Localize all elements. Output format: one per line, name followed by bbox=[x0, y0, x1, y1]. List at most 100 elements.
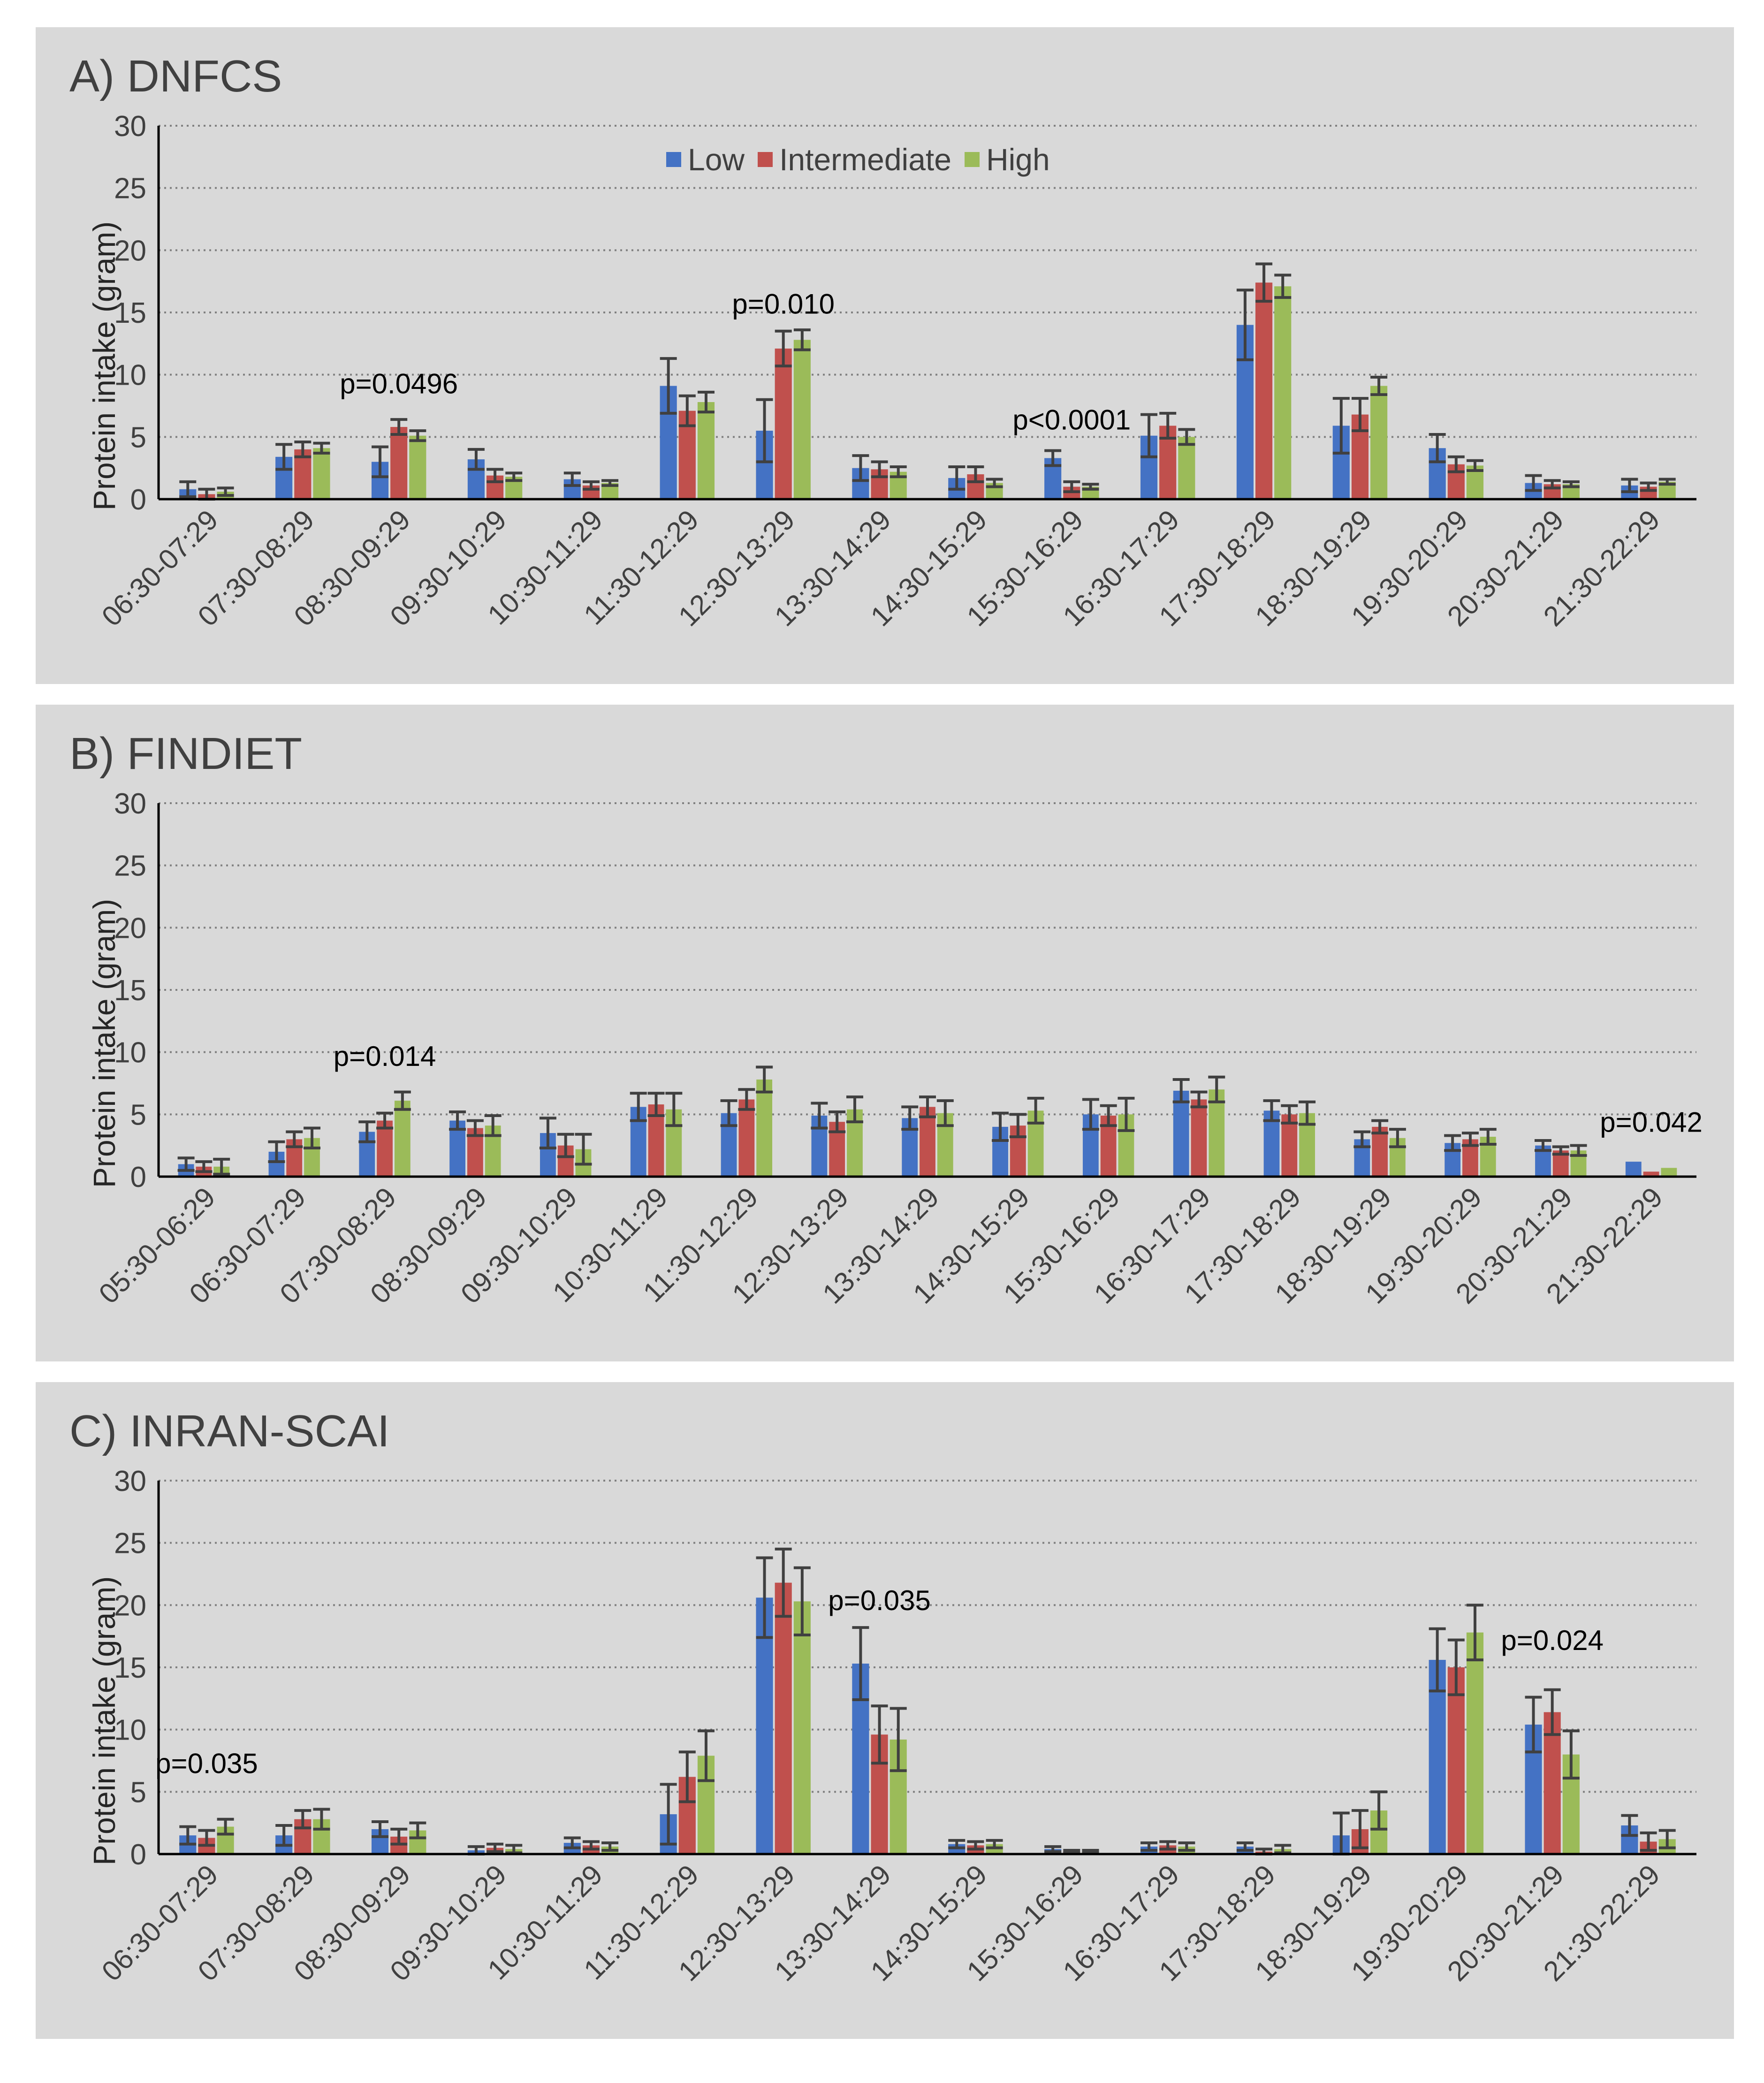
error-bar bbox=[1172, 1078, 1190, 1103]
error-bar bbox=[1621, 1814, 1638, 1837]
error-bar bbox=[890, 465, 907, 479]
error-bar bbox=[992, 1111, 1009, 1142]
panel-title: B) FINDIET bbox=[69, 729, 302, 779]
bar-intermediate bbox=[920, 1107, 935, 1177]
y-tick-label: 30 bbox=[114, 110, 146, 143]
error-bar bbox=[179, 480, 197, 498]
bar-intermediate bbox=[390, 427, 408, 499]
p-value-annotation: p=0.024 bbox=[1501, 1625, 1604, 1656]
error-bar bbox=[647, 1092, 665, 1117]
legend-item-low: Low bbox=[666, 142, 745, 177]
p-value-annotation: p=0.0496 bbox=[340, 368, 458, 399]
bar-intermediate bbox=[1281, 1114, 1298, 1177]
bar-high bbox=[1178, 437, 1195, 499]
error-bar bbox=[852, 454, 869, 482]
panel-findiet: B) FINDIET Protein intake (gram) 0 5 10 15 2… bbox=[36, 705, 1734, 1361]
error-bar bbox=[846, 1095, 863, 1124]
error-bar bbox=[1570, 1144, 1587, 1157]
bar-high bbox=[313, 448, 330, 499]
y-tick-label: 10 bbox=[114, 359, 146, 392]
error-bar bbox=[871, 460, 888, 479]
error-bar bbox=[967, 465, 984, 483]
bar-intermediate bbox=[775, 348, 792, 499]
error-bar bbox=[1429, 1627, 1446, 1693]
error-bar bbox=[1044, 449, 1062, 467]
error-bar bbox=[665, 1092, 683, 1127]
legend-swatch-high bbox=[964, 152, 980, 167]
bar-high bbox=[697, 402, 715, 499]
error-bar bbox=[901, 1105, 919, 1131]
error-bar bbox=[275, 1824, 293, 1847]
error-bar bbox=[575, 1133, 592, 1166]
error-bar bbox=[793, 1566, 811, 1637]
y-tick-label: 10 bbox=[114, 1714, 146, 1747]
error-bar bbox=[1178, 1841, 1195, 1852]
error-bar bbox=[1082, 483, 1099, 491]
bar-high bbox=[793, 1601, 811, 1854]
error-bar bbox=[294, 440, 312, 458]
error-bar bbox=[919, 1095, 936, 1118]
y-tick-label: 30 bbox=[114, 788, 146, 820]
error-bar bbox=[1534, 1139, 1551, 1152]
error-bar bbox=[1466, 1604, 1483, 1662]
bar-low bbox=[1625, 1162, 1642, 1177]
error-bar bbox=[678, 1750, 696, 1803]
error-bar bbox=[890, 1707, 907, 1772]
error-bar bbox=[487, 1842, 504, 1853]
error-bar bbox=[936, 1099, 954, 1127]
legend-swatch-low bbox=[666, 152, 681, 167]
y-tick-label: 20 bbox=[114, 235, 146, 267]
error-bar bbox=[967, 1840, 984, 1851]
legend-swatch-intermediate bbox=[758, 152, 773, 167]
error-bar bbox=[1299, 1100, 1316, 1126]
error-bar bbox=[539, 1117, 556, 1149]
error-bar bbox=[1562, 480, 1580, 488]
error-bar bbox=[738, 1088, 755, 1111]
chart-inran-scai: 05101520253006:30-07:2907:30-08:2908:30-… bbox=[96, 1465, 1696, 1987]
error-bar bbox=[1044, 1845, 1062, 1853]
y-tick-label: 25 bbox=[114, 1528, 146, 1560]
error-bar bbox=[678, 394, 696, 427]
p-value-annotation: p=0.042 bbox=[1600, 1106, 1703, 1138]
bar-high bbox=[409, 435, 426, 499]
error-bar bbox=[948, 1839, 966, 1849]
error-bar bbox=[1552, 1145, 1569, 1156]
error-bar bbox=[1082, 1849, 1099, 1855]
error-bar bbox=[1466, 459, 1483, 472]
error-bar bbox=[697, 1729, 715, 1782]
error-bar bbox=[505, 471, 523, 482]
legend-label-intermediate: Intermediate bbox=[779, 142, 951, 177]
bar-high bbox=[1274, 286, 1292, 499]
error-bar bbox=[1100, 1104, 1117, 1127]
error-bar bbox=[409, 1821, 426, 1840]
error-bar bbox=[811, 1102, 828, 1130]
error-bar bbox=[198, 1829, 215, 1847]
bar-high bbox=[1370, 386, 1388, 499]
error-bar bbox=[1429, 433, 1446, 464]
y-tick-label: 20 bbox=[114, 912, 146, 944]
p-value-annotation: p=0.035 bbox=[828, 1585, 931, 1616]
error-bar bbox=[756, 1556, 773, 1639]
error-bar bbox=[1009, 1113, 1026, 1139]
bar-intermediate bbox=[1447, 1667, 1465, 1854]
error-bar bbox=[372, 1820, 389, 1838]
error-bar bbox=[1479, 1128, 1497, 1146]
error-bar bbox=[986, 478, 1003, 488]
error-bar bbox=[1370, 375, 1388, 396]
error-bar bbox=[1236, 289, 1254, 361]
bar-intermediate bbox=[775, 1582, 792, 1854]
error-bar bbox=[829, 1110, 846, 1133]
chart-findiet: 05101520253005:30-06:2906:30-07:2907:30-… bbox=[93, 788, 1703, 1310]
error-bar bbox=[1621, 478, 1638, 494]
error-bar bbox=[1274, 274, 1292, 299]
error-bar bbox=[313, 441, 330, 455]
error-bar bbox=[582, 1840, 600, 1851]
y-tick-label: 20 bbox=[114, 1589, 146, 1622]
error-bar bbox=[563, 471, 581, 487]
error-bar bbox=[986, 1839, 1003, 1849]
error-bar bbox=[1640, 481, 1657, 492]
error-bar bbox=[563, 1836, 581, 1849]
bar-intermediate bbox=[1191, 1099, 1207, 1177]
error-bar bbox=[275, 443, 293, 471]
error-bar bbox=[1389, 1128, 1406, 1148]
